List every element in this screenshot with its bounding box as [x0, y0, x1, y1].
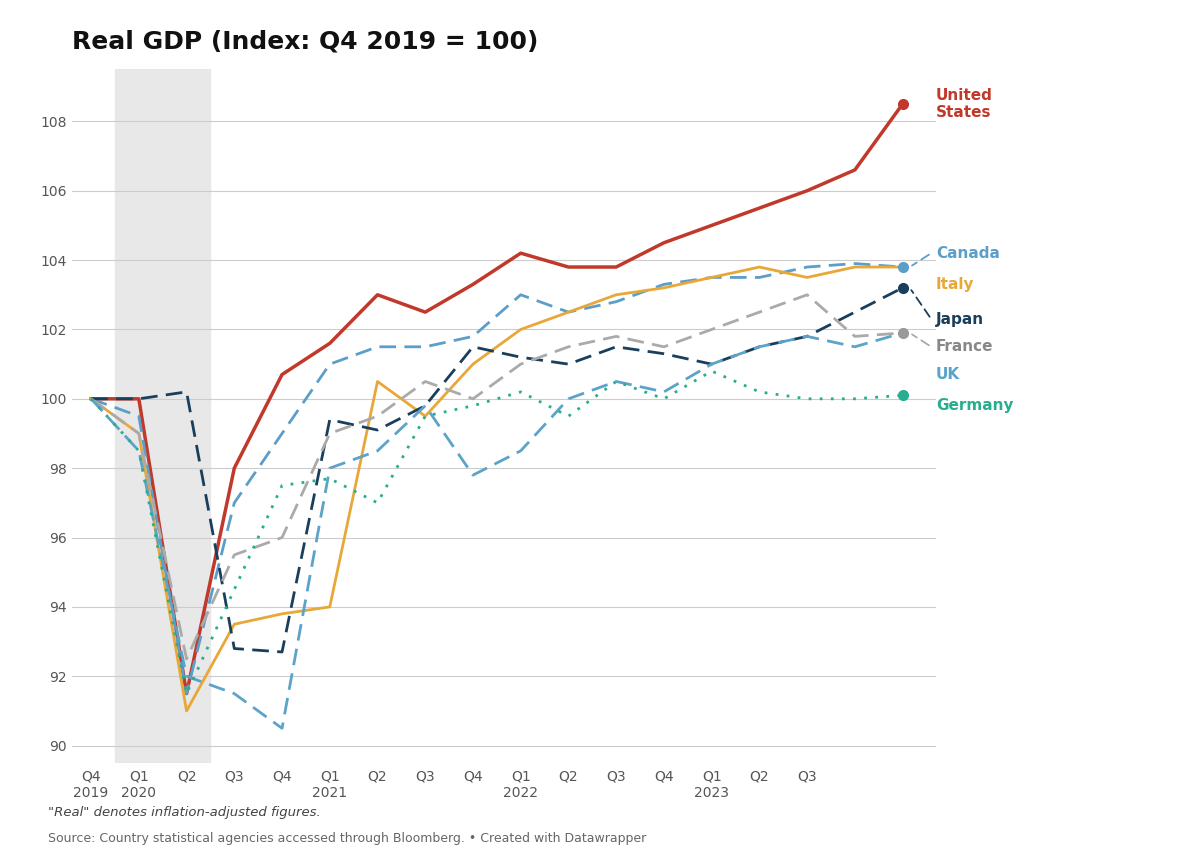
- Text: "Real" denotes inflation-adjusted figures.: "Real" denotes inflation-adjusted figure…: [48, 806, 320, 819]
- Text: United
States: United States: [936, 88, 992, 121]
- Text: Real GDP (Index: Q4 2019 = 100): Real GDP (Index: Q4 2019 = 100): [72, 29, 539, 54]
- Text: Germany: Germany: [936, 398, 1014, 414]
- Text: Canada: Canada: [936, 245, 1000, 261]
- Text: Source: Country statistical agencies accessed through Bloomberg. • Created with : Source: Country statistical agencies acc…: [48, 832, 647, 845]
- Text: UK: UK: [936, 367, 960, 382]
- Text: France: France: [936, 339, 994, 355]
- Text: Japan: Japan: [936, 311, 984, 327]
- Bar: [115, 69, 210, 763]
- Text: Italy: Italy: [936, 277, 974, 292]
